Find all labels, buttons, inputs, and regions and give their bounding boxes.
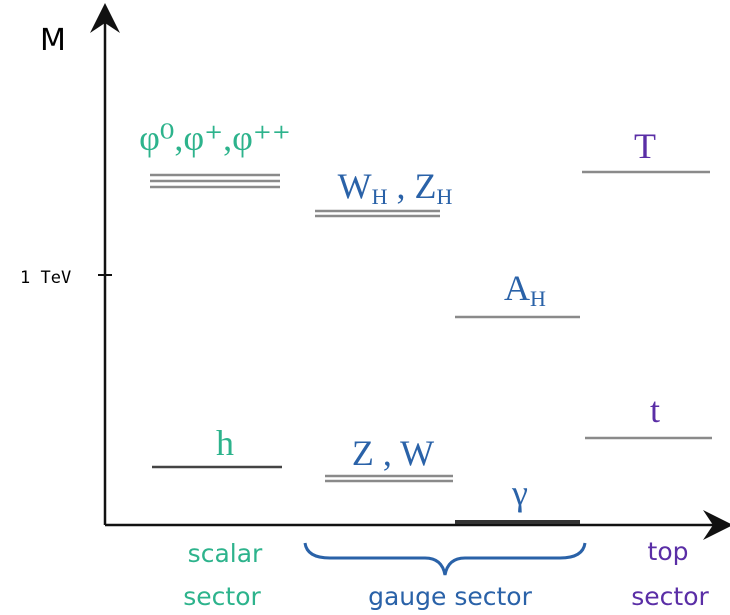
sector-label: scalar xyxy=(188,539,263,568)
sector-labels: scalar sector gauge sector top sector xyxy=(183,537,709,611)
particle-label: AH xyxy=(504,268,546,311)
axes: M 1 TeV xyxy=(20,3,730,540)
particle-label: t xyxy=(650,390,660,430)
sector-label: sector xyxy=(631,582,709,611)
particle-label: Z , W xyxy=(352,433,434,473)
particle-label: WH , ZH xyxy=(338,166,453,209)
particle-label: T xyxy=(634,126,656,166)
particle-label: h xyxy=(216,423,234,463)
label-subscript: H xyxy=(436,184,452,209)
label-subscript: H xyxy=(372,184,388,209)
particle-labels: φ⁰,φ⁺,φ⁺⁺ WH , ZH AH T h Z , W γ t xyxy=(139,118,660,513)
axis-label: M xyxy=(40,23,66,58)
label-part: A xyxy=(504,268,530,308)
label-part: , xyxy=(387,166,414,206)
label-part: W xyxy=(338,166,372,206)
sector-label: gauge sector xyxy=(368,582,532,611)
sector-label: sector xyxy=(183,582,261,611)
particle-label: φ⁰,φ⁺,φ⁺⁺ xyxy=(139,118,291,158)
tick-label: 1 TeV xyxy=(20,268,71,288)
sector-brace xyxy=(303,542,587,576)
particle-label: γ xyxy=(511,473,528,513)
sector-label: top xyxy=(648,537,689,566)
label-subscript: H xyxy=(530,286,546,311)
levels xyxy=(150,170,712,524)
label-part: Z xyxy=(414,166,436,206)
